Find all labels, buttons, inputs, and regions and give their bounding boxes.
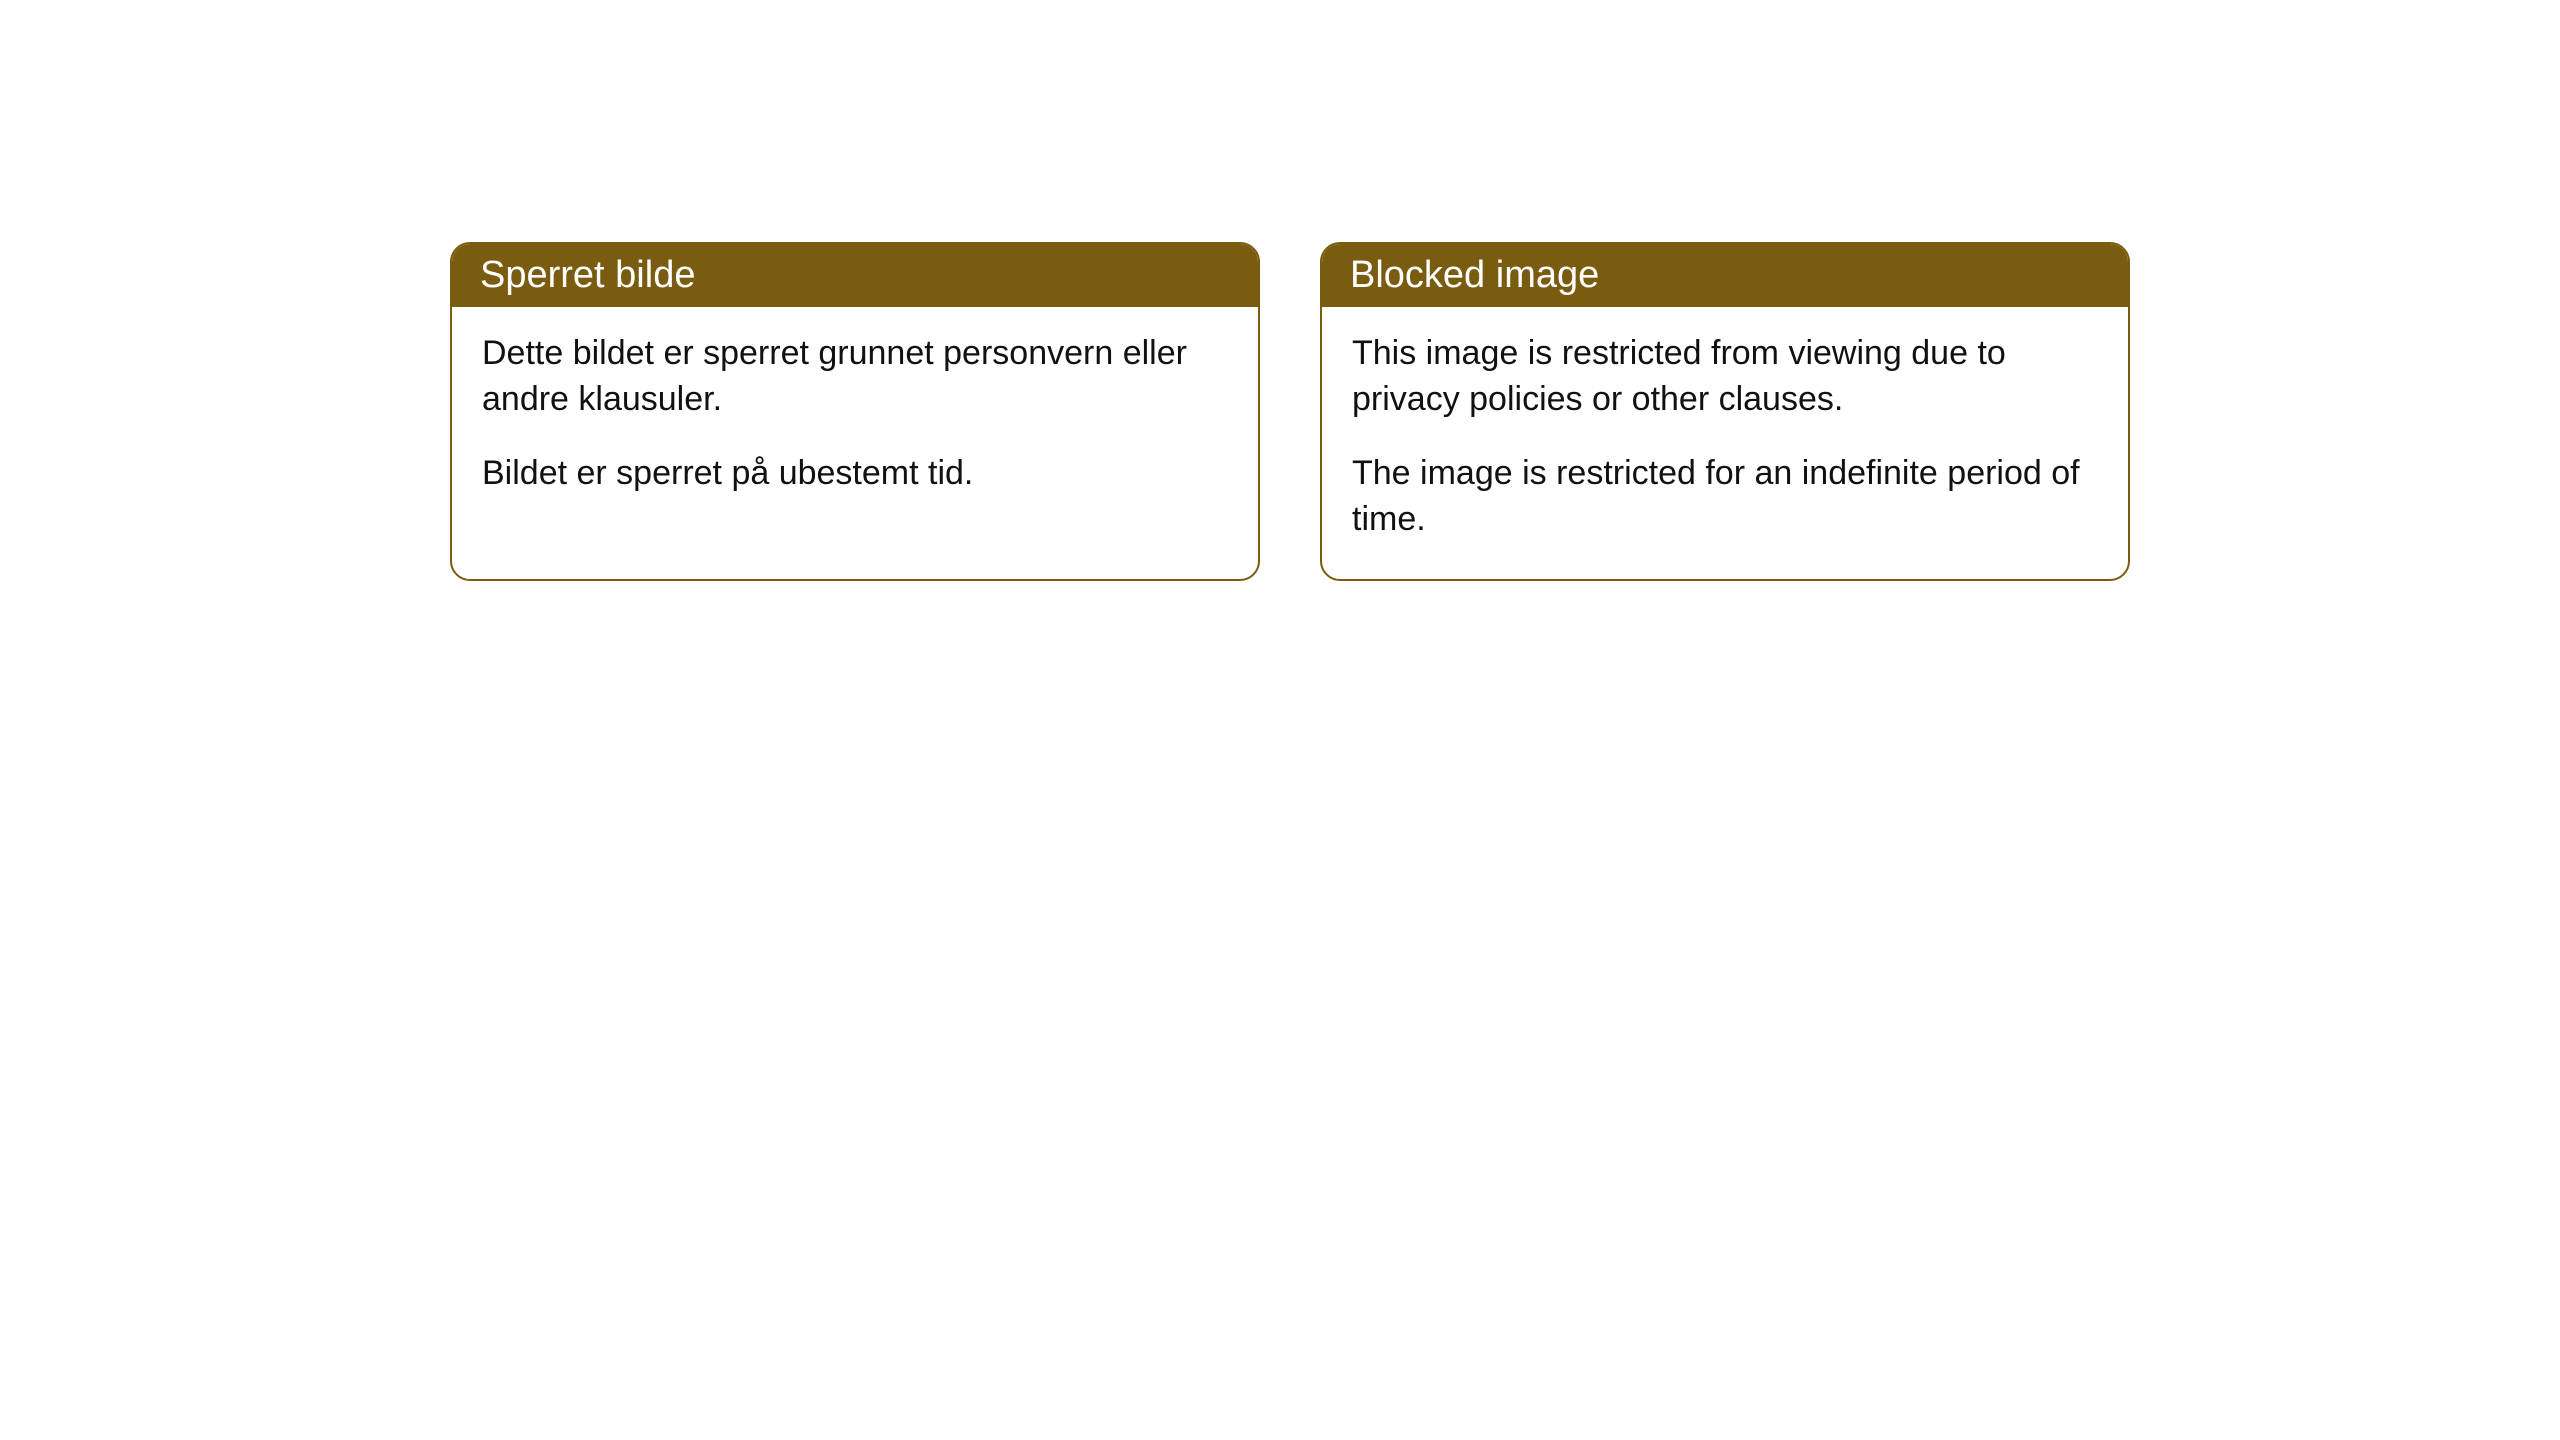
card-paragraph: Bildet er sperret på ubestemt tid. [482, 451, 1228, 497]
card-header: Blocked image [1322, 244, 2128, 307]
notice-cards-container: Sperret bilde Dette bildet er sperret gr… [0, 0, 2560, 581]
card-body: Dette bildet er sperret grunnet personve… [452, 307, 1258, 533]
notice-card-norwegian: Sperret bilde Dette bildet er sperret gr… [450, 242, 1260, 581]
card-paragraph: The image is restricted for an indefinit… [1352, 451, 2098, 543]
card-paragraph: This image is restricted from viewing du… [1352, 331, 2098, 423]
card-title: Blocked image [1350, 254, 1599, 296]
card-title: Sperret bilde [480, 254, 695, 296]
card-header: Sperret bilde [452, 244, 1258, 307]
card-paragraph: Dette bildet er sperret grunnet personve… [482, 331, 1228, 423]
card-body: This image is restricted from viewing du… [1322, 307, 2128, 579]
notice-card-english: Blocked image This image is restricted f… [1320, 242, 2130, 581]
